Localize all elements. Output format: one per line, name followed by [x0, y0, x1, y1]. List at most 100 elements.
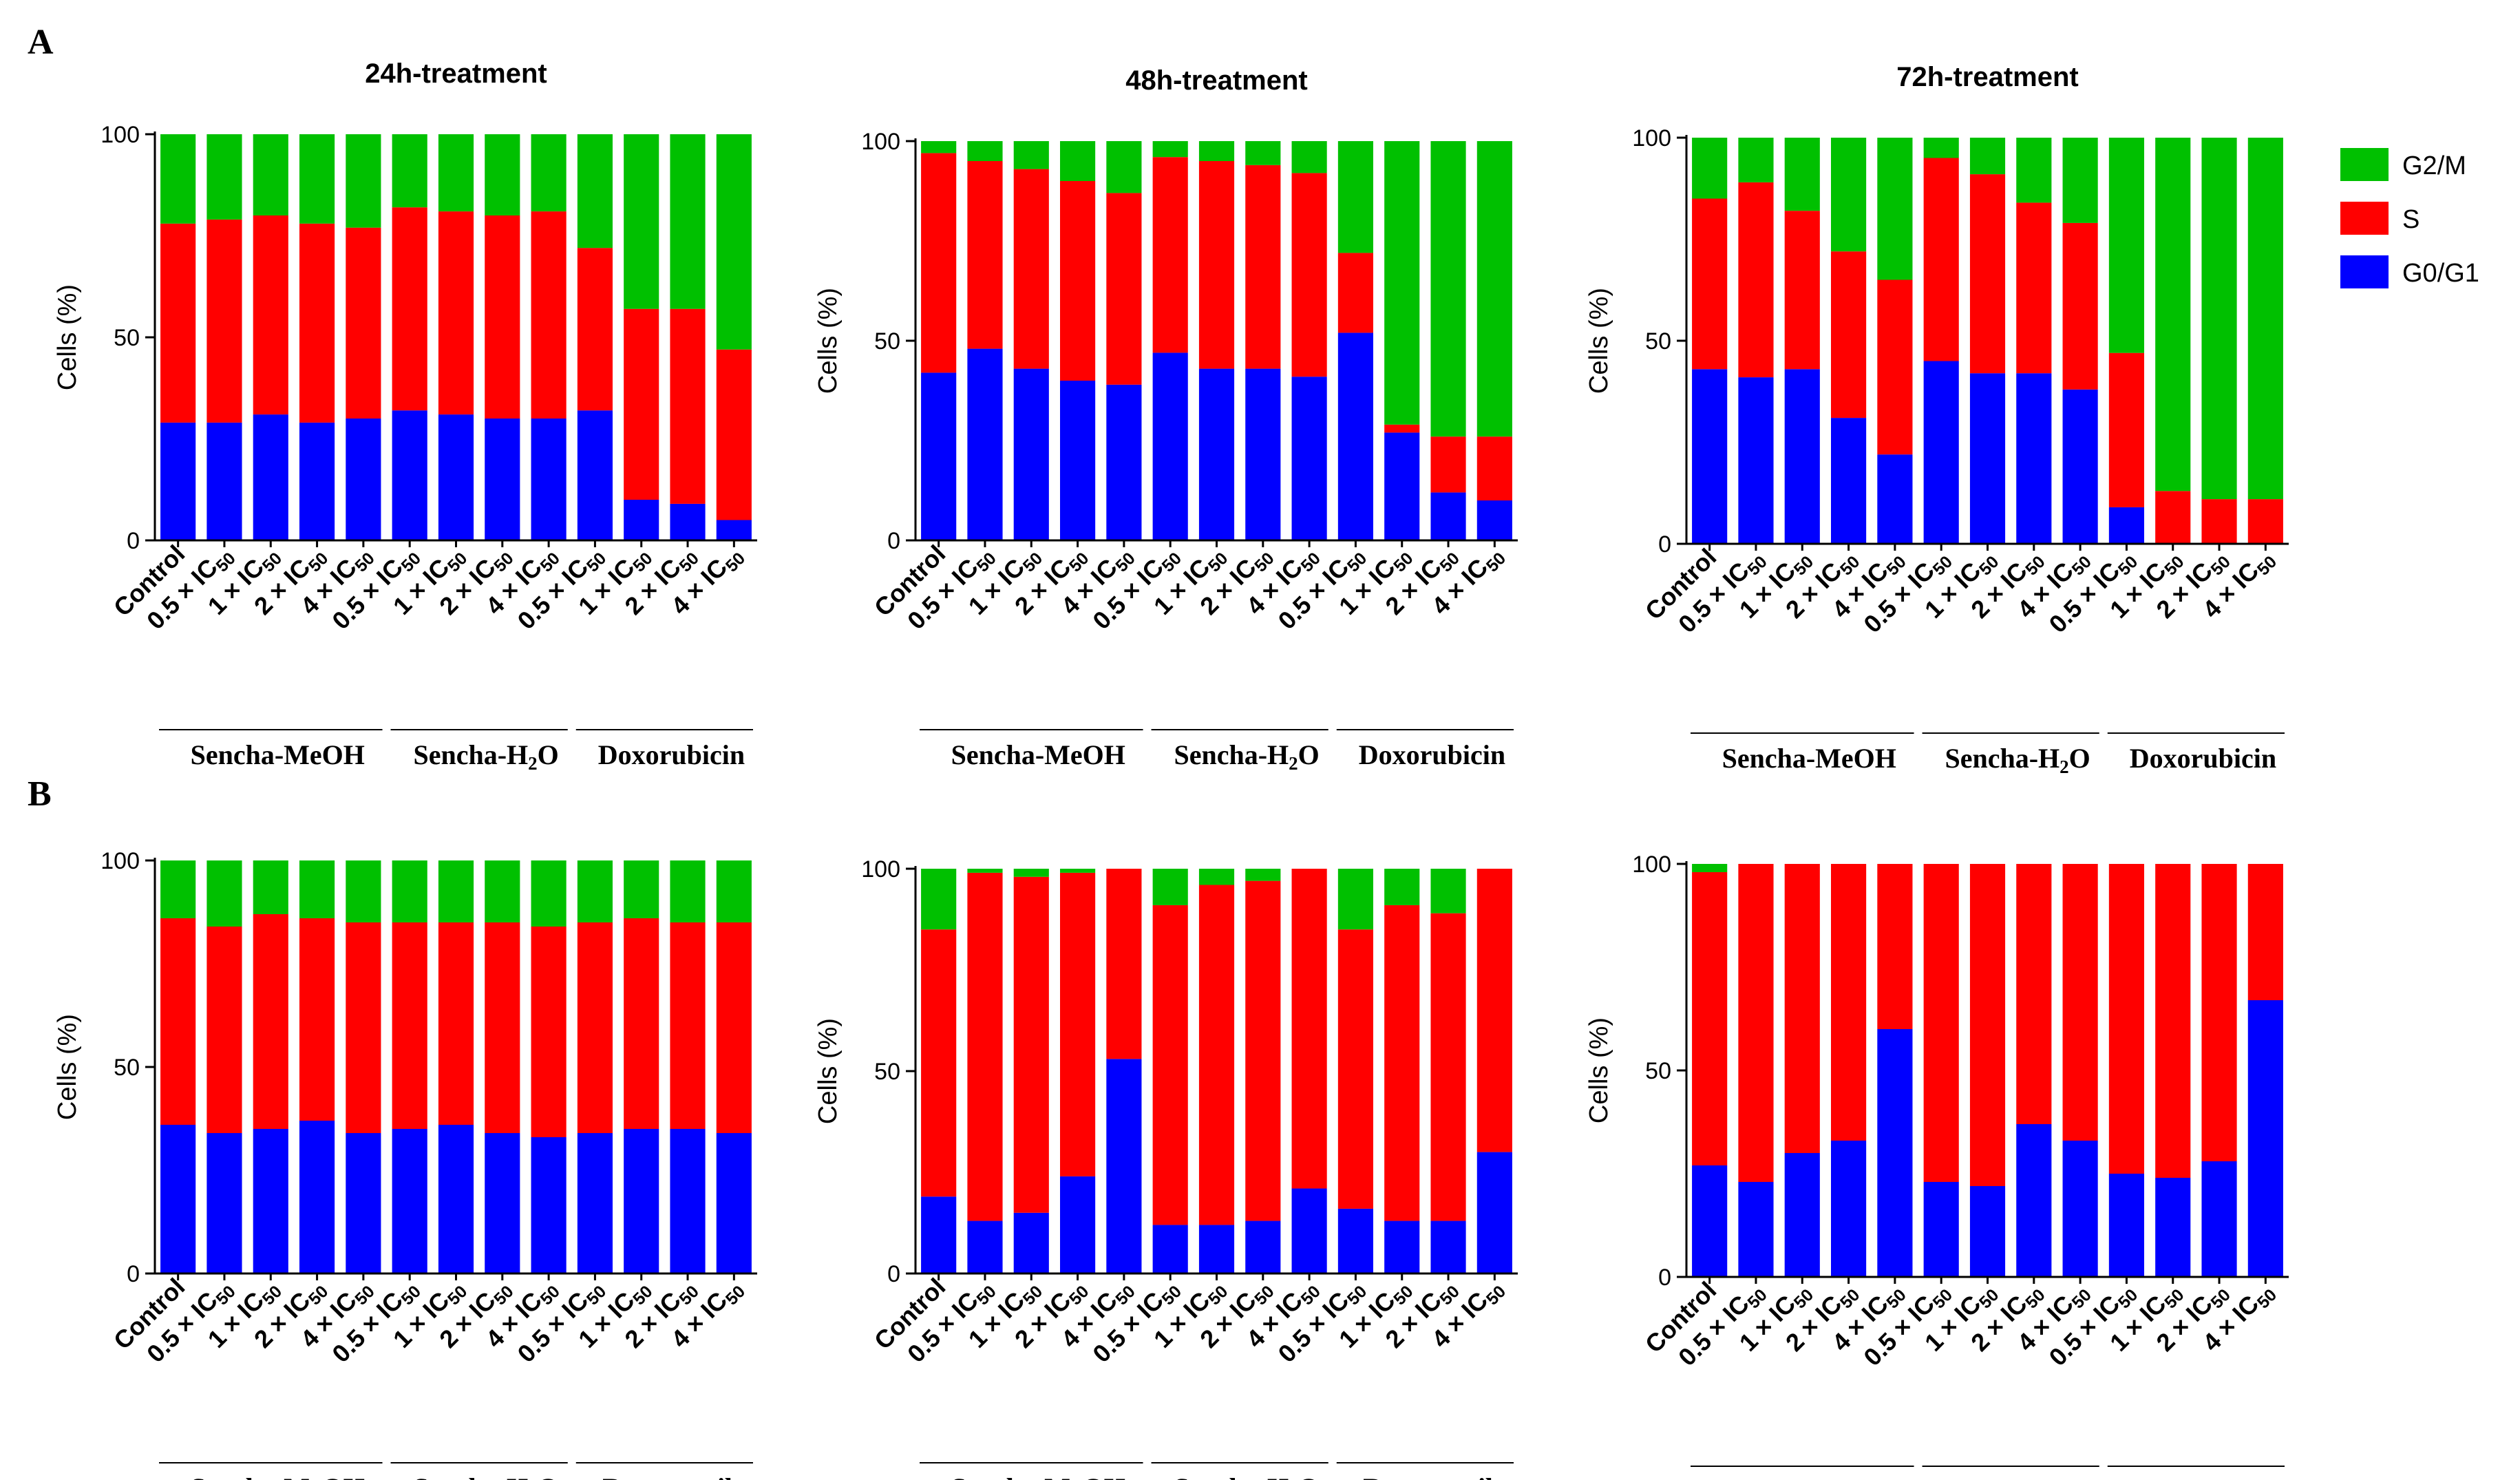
- bar-g2-m-7: [1198, 869, 1235, 885]
- bar-g2-m-9: [1291, 141, 1327, 173]
- bar-g0-g1-8: [485, 419, 520, 540]
- y-tick-label: 0: [887, 1261, 900, 1287]
- legend-label-g2-m: G2/M: [2402, 151, 2466, 180]
- bar-g2-m-13: [1476, 141, 1512, 437]
- bar-s-8: [2016, 202, 2052, 374]
- bar-g0-g1-1: [160, 422, 196, 540]
- bar-g0-g1-1: [160, 1125, 196, 1273]
- bar-g2-m-1: [921, 869, 957, 930]
- bar-g2-m-12: [1430, 141, 1466, 437]
- bar-g2-m-7: [438, 134, 474, 212]
- bar-g2-m-2: [1738, 138, 1774, 182]
- y-tick-label: 50: [874, 328, 900, 355]
- bar-g0-g1-6: [1923, 1182, 1959, 1277]
- bar-s-11: [1384, 905, 1420, 1221]
- legend-label-g0-g1: G0/G1: [2402, 259, 2479, 288]
- bar-s-11: [624, 308, 659, 500]
- bar-g2-m-12: [670, 134, 706, 309]
- bar-g0-g1-10: [1337, 332, 1373, 540]
- bar-g0-g1-1: [921, 372, 957, 540]
- bar-s-3: [253, 914, 288, 1129]
- bar-g0-g1-12: [1430, 1220, 1466, 1273]
- bar-g2-m-5: [346, 134, 381, 228]
- bar-g0-g1-4: [299, 422, 335, 540]
- bar-s-8: [1245, 880, 1281, 1221]
- chart-title: 48h-treatment: [1125, 65, 1308, 96]
- y-axis-label: Cells (%): [1585, 288, 1613, 394]
- bar-g0-g1-6: [1152, 1225, 1188, 1273]
- panel-label-a: A: [28, 23, 54, 62]
- bar-g2-m-10: [577, 134, 613, 249]
- bar-g0-g1-2: [207, 422, 242, 540]
- bar-g0-g1-9: [531, 1137, 567, 1273]
- bar-g2-m-1: [1692, 864, 1728, 872]
- bar-g0-g1-10: [577, 1133, 613, 1273]
- legend-swatch-g0-g1: [2340, 255, 2389, 288]
- bar-g0-g1-6: [1152, 352, 1188, 540]
- bar-s-4: [1831, 864, 1867, 1141]
- bar-s-12: [670, 922, 706, 1129]
- bar-s-1: [160, 223, 196, 423]
- bar-g0-g1-8: [2016, 1124, 2052, 1277]
- bar-g2-m-10: [577, 860, 613, 922]
- y-axis-label: Cells (%): [1585, 1017, 1613, 1123]
- y-axis-label: Cells (%): [53, 1014, 82, 1120]
- bar-g2-m-1: [160, 860, 196, 918]
- bar-g0-g1-13: [1476, 1152, 1512, 1273]
- group-label: Sencha-H2O: [1174, 739, 1319, 774]
- bar-g0-g1-4: [1060, 1176, 1096, 1273]
- group-label: Sencha-H2O: [1945, 1476, 2090, 1480]
- bar-s-8: [485, 215, 520, 419]
- bar-g2-m-4: [1060, 141, 1096, 181]
- bar-g0-g1-7: [1969, 373, 2006, 544]
- y-tick-label: 0: [887, 528, 900, 554]
- bar-g0-g1-7: [438, 414, 474, 540]
- x-tick-label: 4 × IC50: [1426, 1273, 1510, 1357]
- bar-s-8: [2016, 864, 2052, 1124]
- group-label: Sencha-MeOH: [191, 739, 365, 770]
- bar-s-7: [1969, 864, 2006, 1186]
- bar-g0-g1-3: [253, 1129, 288, 1273]
- bar-g0-g1-6: [392, 410, 427, 540]
- bar-g0-g1-8: [485, 1133, 520, 1273]
- bar-g0-g1-8: [2016, 373, 2052, 544]
- bar-s-1: [921, 929, 957, 1197]
- bar-g0-g1-3: [1013, 1212, 1049, 1273]
- bar-g2-m-3: [253, 134, 288, 215]
- bar-g2-m-11: [624, 134, 659, 309]
- bar-g0-g1-3: [1784, 369, 1820, 544]
- bar-g2-m-8: [485, 860, 520, 922]
- bar-s-11: [2155, 864, 2191, 1178]
- y-tick-label: 100: [100, 122, 140, 148]
- bar-s-5: [346, 922, 381, 1133]
- bar-g2-m-2: [967, 869, 1003, 873]
- bar-s-9: [531, 927, 567, 1137]
- bar-s-6: [1923, 864, 1959, 1182]
- bar-s-10: [1337, 929, 1373, 1209]
- bar-g0-g1-3: [253, 414, 288, 540]
- bar-g2-m-6: [392, 134, 427, 208]
- legend-swatch-s: [2340, 202, 2389, 235]
- bar-s-13: [1476, 436, 1512, 500]
- bar-g2-m-13: [716, 860, 752, 922]
- legend-swatch-g2-m: [2340, 148, 2389, 181]
- bar-g0-g1-7: [1969, 1186, 2006, 1277]
- bar-g0-g1-5: [346, 1133, 381, 1273]
- bar-g0-g1-4: [1060, 381, 1096, 540]
- bar-s-4: [299, 223, 335, 423]
- bar-s-12: [2201, 864, 2237, 1161]
- group-label: Sencha-MeOH: [191, 1472, 365, 1480]
- bar-s-4: [299, 918, 335, 1121]
- bar-g2-m-6: [1923, 138, 1959, 158]
- bar-g0-g1-12: [2201, 1161, 2237, 1277]
- bar-s-4: [1831, 251, 1867, 419]
- bar-g0-g1-11: [1384, 1220, 1420, 1273]
- bar-g2-m-9: [531, 134, 567, 212]
- group-label: Doxorubicin: [2130, 743, 2276, 774]
- bar-g2-m-3: [1784, 138, 1820, 211]
- bar-g2-m-13: [2247, 138, 2283, 500]
